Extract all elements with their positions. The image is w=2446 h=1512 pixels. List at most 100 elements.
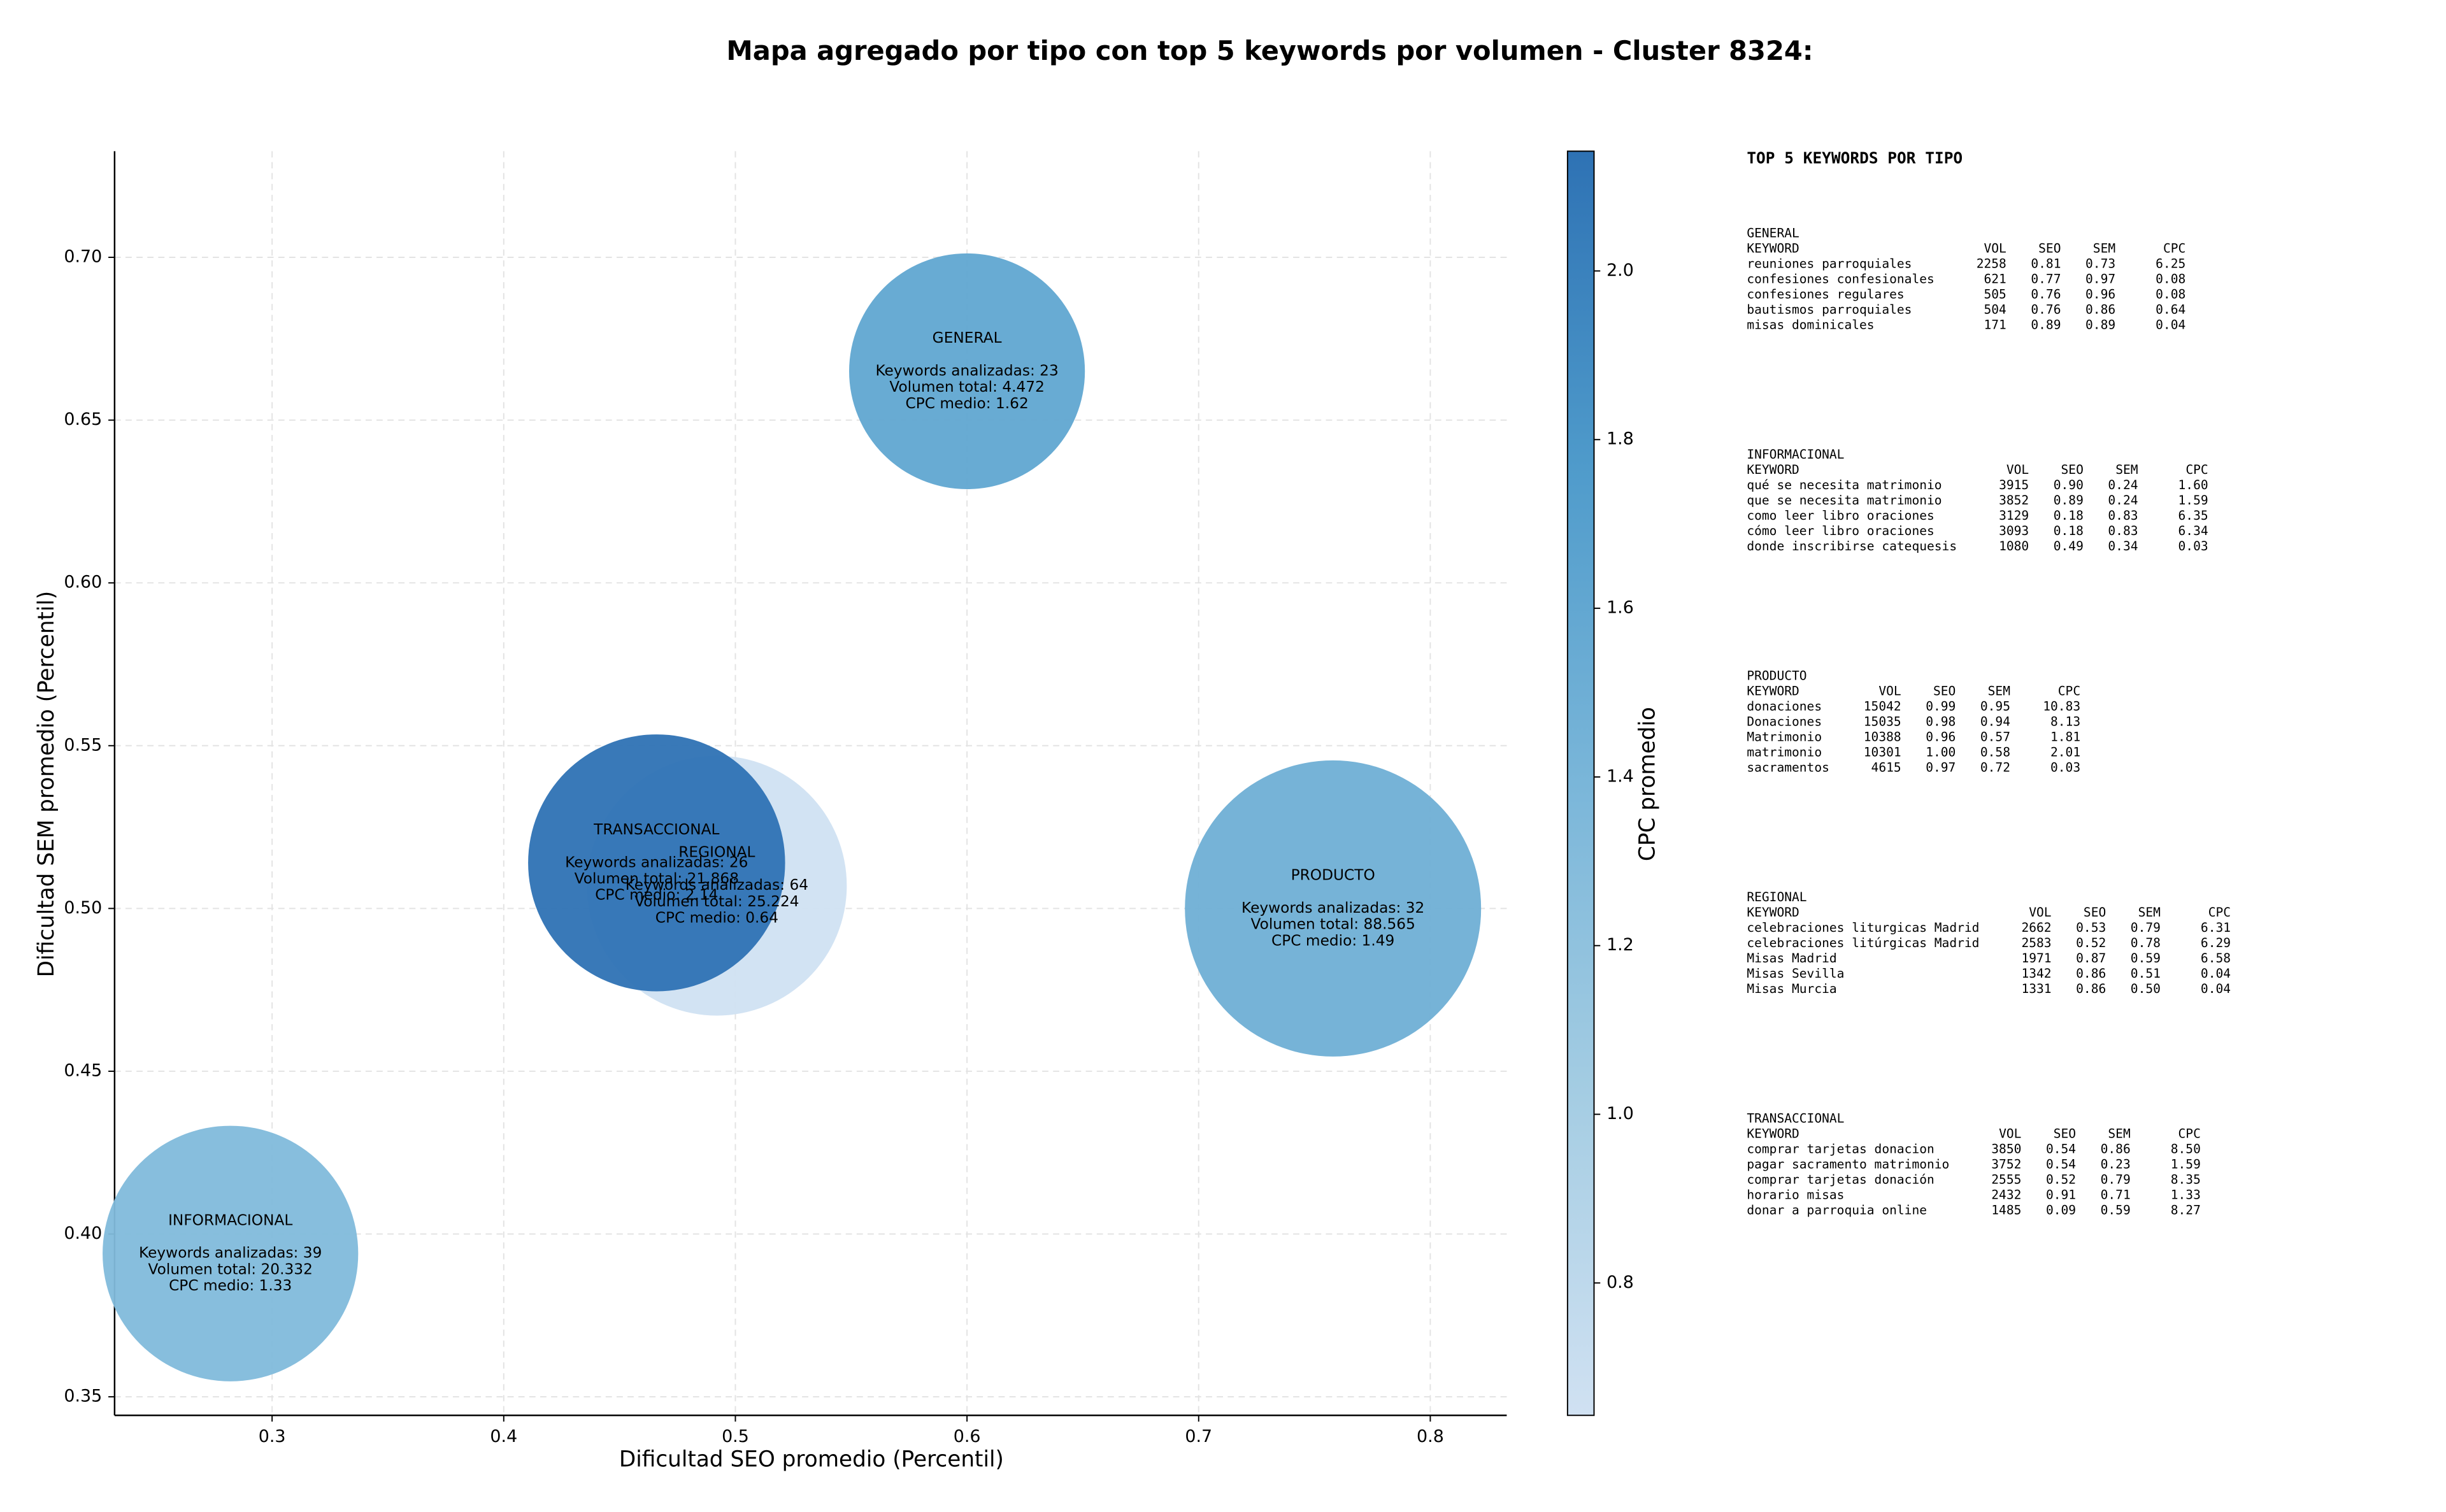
column-header: SEO bbox=[2038, 241, 2061, 256]
column-header: VOL bbox=[2029, 905, 2051, 920]
bubble-annotation: Keywords analizadas: 39 bbox=[139, 1245, 322, 1262]
column-header: SEM bbox=[2108, 1127, 2130, 1141]
table-cell: 0.73 bbox=[2085, 257, 2115, 271]
table-cell: 0.34 bbox=[2108, 539, 2138, 553]
table-cell: confesiones regulares bbox=[1747, 287, 1904, 302]
colorbar bbox=[1566, 150, 1595, 1416]
bubble-annotation: CPC medio: 1.62 bbox=[905, 395, 1028, 412]
table-cell: 10.83 bbox=[2043, 699, 2080, 714]
table-cell: 0.58 bbox=[1980, 745, 2010, 760]
table-cell: 0.79 bbox=[2101, 1173, 2131, 1187]
table-cell: bautismos parroquiales bbox=[1747, 303, 1912, 317]
table-cell: 0.91 bbox=[2046, 1188, 2076, 1202]
column-header: CPC bbox=[2185, 462, 2208, 477]
table-cell: 2662 bbox=[2021, 920, 2051, 935]
chart-title: Mapa agregado por tipo con top 5 keyword… bbox=[726, 35, 1813, 66]
table-cell: 0.24 bbox=[2108, 478, 2138, 492]
column-header: CPC bbox=[2058, 684, 2080, 699]
table-cell: 0.83 bbox=[2108, 524, 2138, 538]
table-cell: donaciones bbox=[1747, 699, 1822, 714]
table-cell: 0.89 bbox=[2031, 318, 2061, 332]
table-cell: 504 bbox=[1984, 303, 2006, 317]
table-cell: 0.59 bbox=[2131, 951, 2161, 966]
table-cell: 6.58 bbox=[2201, 951, 2231, 966]
x-tick-label: 0.6 bbox=[954, 1427, 981, 1446]
table-cell: 0.57 bbox=[1980, 730, 2010, 745]
table-cell: 0.97 bbox=[2085, 272, 2115, 287]
x-tick-label: 0.7 bbox=[1185, 1427, 1212, 1446]
table-cell: 0.03 bbox=[2178, 539, 2208, 553]
table-cell: 2258 bbox=[1977, 257, 2006, 271]
table-cell: 1.59 bbox=[2178, 493, 2208, 508]
table-cell: 1.59 bbox=[2171, 1157, 2201, 1172]
table-cell: 6.34 bbox=[2178, 524, 2208, 538]
table-cell: pagar sacramento matrimonio bbox=[1747, 1157, 1949, 1172]
column-header: KEYWORD bbox=[1747, 684, 1799, 699]
y-axis-label: Dificultad SEM promedio (Percentil) bbox=[34, 591, 59, 978]
table-cell: 8.27 bbox=[2171, 1203, 2201, 1218]
colorbar-tick-label: 1.6 bbox=[1606, 598, 1634, 618]
table-cell: 0.24 bbox=[2108, 493, 2138, 508]
table-cell: 0.18 bbox=[2054, 508, 2084, 523]
x-tick-label: 0.8 bbox=[1417, 1427, 1444, 1446]
table-cell: sacramentos bbox=[1747, 760, 1829, 775]
table-cell: 1342 bbox=[2021, 966, 2051, 981]
bubble-annotation: CPC medio: 2.14 bbox=[595, 887, 718, 904]
table-cell: 0.71 bbox=[2101, 1188, 2131, 1202]
column-header: SEO bbox=[2084, 905, 2106, 920]
column-header: KEYWORD bbox=[1747, 241, 1799, 256]
bubble-annotation: Volumen total: 4.472 bbox=[889, 378, 1045, 396]
y-tick-label: 0.55 bbox=[64, 735, 102, 755]
x-tick-label: 0.3 bbox=[259, 1427, 286, 1446]
bubble bbox=[103, 1125, 359, 1381]
table-cell: 1.81 bbox=[2050, 730, 2080, 745]
table-cell: matrimonio bbox=[1747, 745, 1822, 760]
table-cell: 0.89 bbox=[2085, 318, 2115, 332]
table-cell: 0.04 bbox=[2156, 318, 2185, 332]
table-cell: 505 bbox=[1984, 287, 2006, 302]
table-cell: 0.96 bbox=[2085, 287, 2115, 302]
column-header: VOL bbox=[1984, 241, 2006, 256]
table-cell: 1485 bbox=[1991, 1203, 2021, 1218]
table-cell: donde inscribirse catequesis bbox=[1747, 539, 1957, 553]
table-cell: 0.08 bbox=[2156, 272, 2185, 287]
y-tick-label: 0.45 bbox=[64, 1060, 102, 1080]
table-cell: 0.81 bbox=[2031, 257, 2061, 271]
column-header: SEM bbox=[1988, 684, 2010, 699]
table-cell: 15042 bbox=[1864, 699, 1901, 714]
x-tick-label: 0.4 bbox=[490, 1427, 517, 1446]
table-cell: Matrimonio bbox=[1747, 730, 1822, 745]
bubble-annotation: Volumen total: 20.332 bbox=[148, 1260, 313, 1278]
column-header: KEYWORD bbox=[1747, 905, 1799, 920]
table-cell: Misas Madrid bbox=[1747, 951, 1836, 966]
table-cell: 0.76 bbox=[2031, 303, 2061, 317]
column-header: SEM bbox=[2093, 241, 2115, 256]
column-header: CPC bbox=[2163, 241, 2185, 256]
table-cell: 0.99 bbox=[1926, 699, 1956, 714]
colorbar-tick-label: 1.8 bbox=[1606, 429, 1634, 449]
table-cell: 0.90 bbox=[2054, 478, 2084, 492]
table-cell: 0.49 bbox=[2054, 539, 2084, 553]
bubble-name: INFORMACIONAL bbox=[168, 1211, 292, 1229]
table-cell: 10388 bbox=[1864, 730, 1901, 745]
table-cell: 8.13 bbox=[2050, 715, 2080, 729]
table-cell: que se necesita matrimonio bbox=[1747, 493, 1942, 508]
bubble-annotation: Keywords analizadas: 64 bbox=[626, 876, 808, 894]
table-cell: 6.29 bbox=[2201, 936, 2231, 950]
bubble-annotation: Volumen total: 25.224 bbox=[634, 893, 799, 910]
table-cell: 1971 bbox=[2021, 951, 2051, 966]
y-tick-label: 0.50 bbox=[64, 898, 102, 918]
column-header: SEM bbox=[2138, 905, 2161, 920]
bubble-annotation: CPC medio: 1.33 bbox=[169, 1277, 292, 1294]
table-cell: 15035 bbox=[1864, 715, 1901, 729]
table-cell: comprar tarjetas donación bbox=[1747, 1173, 1934, 1187]
table-title: TOP 5 KEYWORDS POR TIPO bbox=[1747, 149, 1963, 168]
table-cell: 171 bbox=[1984, 318, 2006, 332]
table-cell: 0.87 bbox=[2076, 951, 2106, 966]
colorbar-tick-label: 1.4 bbox=[1606, 766, 1634, 786]
table-cell: 6.35 bbox=[2178, 508, 2208, 523]
table-cell: horario misas bbox=[1747, 1188, 1844, 1202]
x-axis-label: Dificultad SEO promedio (Percentil) bbox=[619, 1447, 1004, 1473]
table-cell: 1.60 bbox=[2178, 478, 2208, 492]
